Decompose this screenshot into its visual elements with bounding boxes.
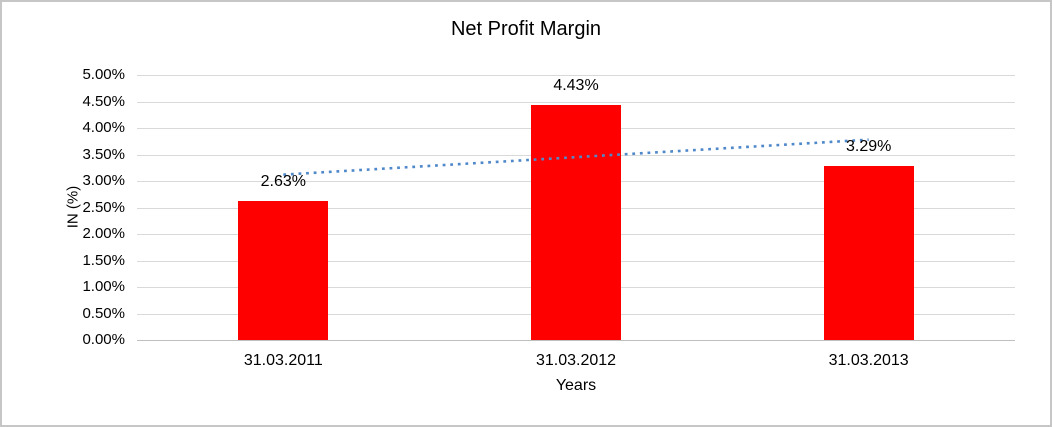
y-axis-tick-label: 0.00% bbox=[82, 331, 125, 348]
x-axis-tick-label: 31.03.2011 bbox=[243, 352, 323, 369]
y-axis-tick-label: 3.50% bbox=[82, 145, 125, 163]
trendline bbox=[283, 138, 869, 176]
y-axis-tick-label: 5.00% bbox=[82, 66, 125, 83]
gridline bbox=[137, 75, 1015, 76]
gridline bbox=[137, 101, 1015, 103]
chart-title: Net Profit Margin bbox=[450, 18, 602, 40]
bar-31.03.2011 bbox=[238, 200, 329, 340]
y-axis-tick-label: 1.00% bbox=[82, 278, 125, 295]
x-axis-title: Years bbox=[555, 377, 597, 394]
y-axis-tick-label: 1.50% bbox=[82, 251, 125, 269]
data-label: 2.63% bbox=[260, 172, 307, 190]
y-axis-tick-label: 4.00% bbox=[82, 119, 125, 136]
x-axis-tick-label: 31.03.2012 bbox=[535, 352, 617, 369]
y-axis-tick-label: 2.00% bbox=[82, 225, 125, 242]
gridline bbox=[137, 340, 1015, 341]
plot-area bbox=[137, 75, 1015, 341]
bar-31.03.2013 bbox=[823, 165, 914, 340]
y-axis-tick-label: 0.50% bbox=[82, 304, 125, 322]
data-label: 4.43% bbox=[553, 77, 599, 95]
bar-31.03.2012 bbox=[531, 105, 621, 340]
y-axis-tick-label: 3.00% bbox=[82, 172, 125, 189]
x-axis-tick-label: 31.03.2013 bbox=[828, 352, 909, 369]
y-axis-tick-label: 4.50% bbox=[82, 92, 125, 110]
y-axis-tick-label: 2.50% bbox=[82, 198, 125, 216]
data-label: 3.29% bbox=[845, 137, 892, 155]
